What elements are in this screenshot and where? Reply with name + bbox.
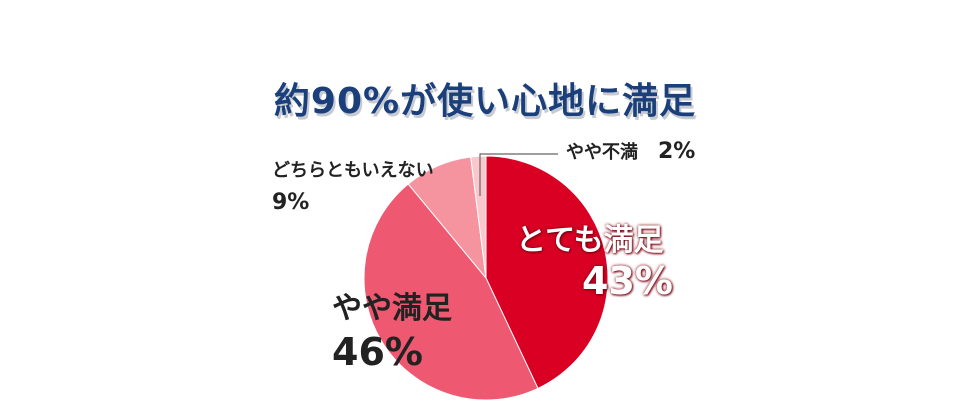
slice-value-neutral: 9% bbox=[272, 190, 310, 215]
slice-value-slightly-dissatisfied: 2% bbox=[658, 139, 696, 164]
chart-title: 約90%が使い心地に満足 bbox=[273, 81, 697, 122]
slice-value-very-satisfied: 43% bbox=[582, 259, 673, 303]
pie-slice-slightly-dissatisfied bbox=[470, 155, 487, 279]
slice-value-somewhat-satisfied: 46% bbox=[332, 330, 423, 374]
slice-label-neutral: どちらともいえない bbox=[272, 160, 434, 181]
slice-label-somewhat-satisfied: やや満足 bbox=[332, 291, 452, 326]
pie-slice-very-satisfied bbox=[485, 155, 609, 390]
pie-slice-somewhat-satisfied bbox=[363, 183, 539, 401]
leader-line-slightly-dissatisfied bbox=[479, 153, 558, 196]
slice-label-very-satisfied: とても満足 bbox=[516, 223, 664, 258]
slice-label-slightly-dissatisfied: やや不満 bbox=[566, 142, 638, 163]
pie-slices bbox=[363, 155, 609, 401]
